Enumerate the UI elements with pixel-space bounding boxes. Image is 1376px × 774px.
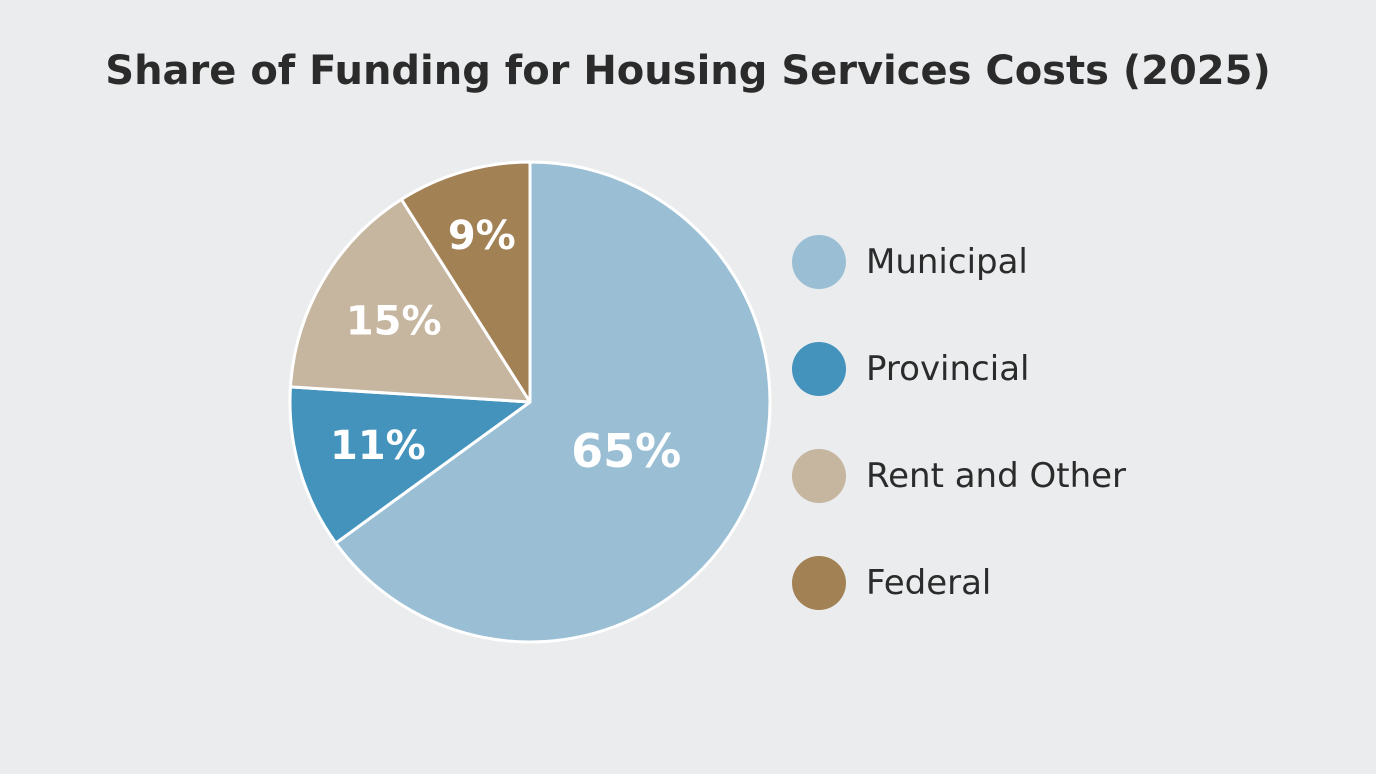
legend-swatch-municipal — [792, 235, 846, 289]
legend: Municipal Provincial Rent and Other Fede… — [792, 235, 1126, 663]
legend-swatch-rent-and-other — [792, 449, 846, 503]
legend-label-rent-and-other: Rent and Other — [866, 456, 1127, 496]
pie-label-provincial: 11% — [330, 423, 426, 469]
legend-label-provincial: Provincial — [866, 349, 1030, 389]
pie-label-federal: 9% — [448, 213, 516, 259]
legend-item-provincial: Provincial — [792, 342, 1126, 396]
legend-label-municipal: Municipal — [866, 242, 1028, 282]
legend-swatch-federal — [792, 556, 846, 610]
pie-slice-rent-and-other — [288, 197, 532, 404]
pie-slice-municipal — [334, 160, 772, 644]
pie-label-municipal: 65% — [571, 424, 681, 478]
chart-title: Share of Funding for Housing Services Co… — [105, 48, 1271, 94]
legend-item-federal: Federal — [792, 556, 1126, 610]
legend-item-municipal: Municipal — [792, 235, 1126, 289]
legend-item-rent-and-other: Rent and Other — [792, 449, 1126, 503]
legend-label-federal: Federal — [866, 563, 992, 603]
pie-label-rent-and-other: 15% — [346, 298, 442, 344]
pie-slice-provincial — [288, 385, 532, 545]
pie-slice-federal — [399, 160, 532, 404]
legend-swatch-provincial — [792, 342, 846, 396]
